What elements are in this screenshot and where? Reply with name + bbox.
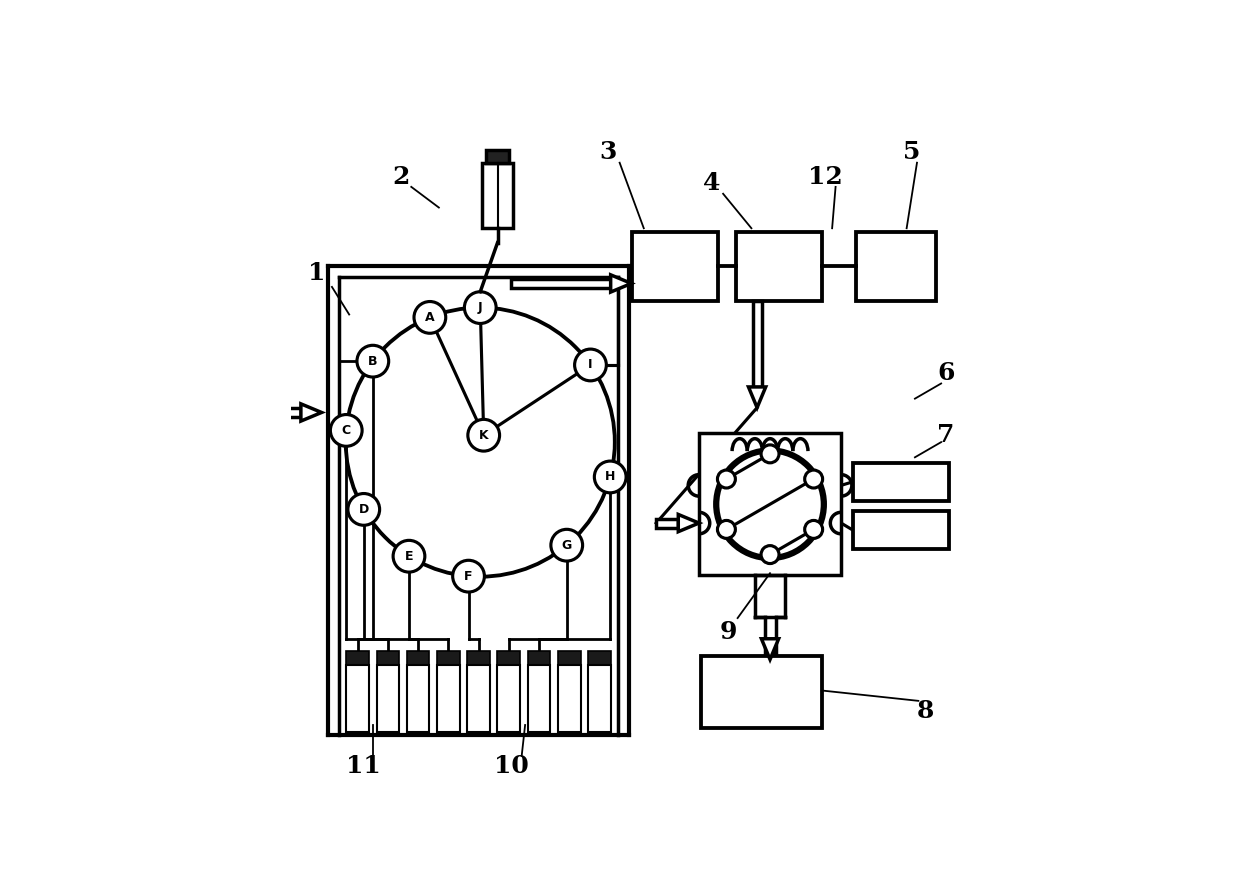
Polygon shape — [761, 639, 779, 659]
Bar — [735, 232, 822, 301]
Text: 1: 1 — [308, 261, 325, 285]
Bar — [765, 639, 775, 654]
Circle shape — [330, 415, 362, 446]
Polygon shape — [610, 275, 631, 292]
Text: 6: 6 — [937, 361, 955, 385]
Text: E: E — [404, 550, 413, 563]
Bar — [467, 651, 490, 665]
Bar — [497, 665, 520, 732]
Bar — [377, 651, 399, 665]
Circle shape — [346, 307, 615, 577]
Bar — [482, 163, 512, 228]
Bar — [588, 651, 611, 665]
Circle shape — [718, 470, 735, 488]
Text: D: D — [358, 503, 368, 516]
Circle shape — [761, 445, 779, 463]
Text: I: I — [588, 358, 593, 372]
Bar — [288, 408, 301, 417]
Circle shape — [717, 451, 823, 558]
Text: 11: 11 — [346, 754, 381, 779]
Text: F: F — [464, 570, 472, 582]
Text: 7: 7 — [937, 423, 955, 447]
Circle shape — [718, 521, 735, 538]
Text: B: B — [368, 355, 377, 367]
Bar — [558, 651, 580, 665]
Circle shape — [574, 349, 606, 381]
Bar — [527, 651, 551, 665]
Circle shape — [805, 521, 822, 538]
Text: J: J — [477, 301, 482, 314]
Bar — [377, 665, 399, 732]
Polygon shape — [301, 404, 321, 421]
Text: H: H — [605, 470, 615, 484]
Text: 12: 12 — [807, 165, 843, 188]
Text: 5: 5 — [903, 141, 920, 164]
Polygon shape — [678, 514, 699, 531]
Circle shape — [393, 540, 425, 572]
Bar — [632, 232, 718, 301]
Bar — [853, 511, 950, 549]
Bar — [407, 651, 429, 665]
Circle shape — [453, 560, 485, 592]
Text: 2: 2 — [392, 165, 409, 188]
Circle shape — [551, 530, 583, 561]
Bar — [853, 463, 950, 501]
Bar — [753, 301, 761, 387]
Text: A: A — [425, 311, 435, 323]
Bar — [436, 651, 460, 665]
Bar — [486, 151, 508, 163]
Circle shape — [414, 302, 445, 333]
Text: 8: 8 — [916, 699, 934, 723]
Bar — [346, 651, 370, 665]
Bar — [857, 232, 936, 301]
Bar — [511, 279, 610, 288]
Bar — [467, 665, 490, 732]
Bar — [656, 519, 678, 528]
Text: 3: 3 — [599, 141, 616, 164]
Circle shape — [467, 419, 500, 451]
Bar — [527, 665, 551, 732]
Text: 4: 4 — [703, 171, 720, 195]
Circle shape — [357, 345, 388, 377]
Polygon shape — [749, 387, 766, 408]
Circle shape — [805, 470, 822, 488]
Text: G: G — [562, 538, 572, 552]
Circle shape — [594, 461, 626, 493]
Circle shape — [465, 292, 496, 323]
Bar — [588, 665, 611, 732]
Bar — [407, 665, 429, 732]
Bar — [497, 651, 520, 665]
Bar — [699, 433, 841, 575]
Text: 10: 10 — [494, 754, 528, 779]
Bar — [346, 665, 370, 732]
Circle shape — [761, 546, 779, 564]
Circle shape — [348, 494, 379, 525]
Bar — [701, 656, 822, 728]
Bar — [436, 665, 460, 732]
Bar — [558, 665, 580, 732]
Text: C: C — [342, 424, 351, 437]
Text: 9: 9 — [720, 620, 738, 644]
Text: K: K — [479, 428, 489, 442]
